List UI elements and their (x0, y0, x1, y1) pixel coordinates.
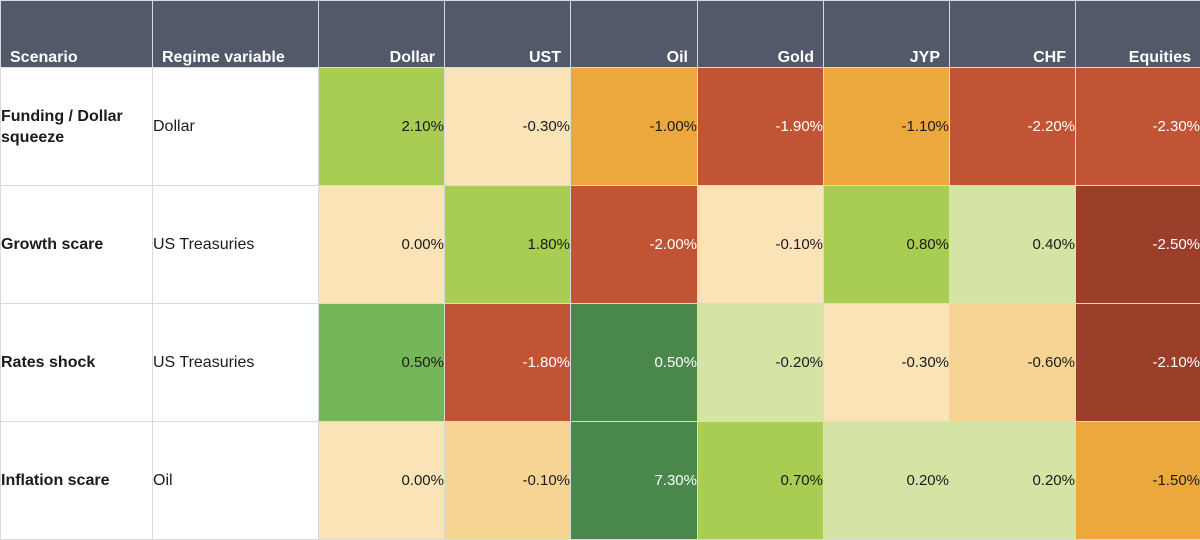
heat-cell: -1.80% (445, 304, 571, 422)
heat-cell: 0.20% (824, 422, 950, 540)
table-row: Funding / Dollar squeeze Dollar 2.10% -0… (1, 68, 1200, 186)
heat-cell: -2.50% (1076, 186, 1200, 304)
header-scenario: Scenario (1, 1, 153, 68)
heat-cell: 0.70% (698, 422, 824, 540)
heat-cell: -0.60% (950, 304, 1076, 422)
scenario-label: Growth scare (1, 186, 153, 304)
heat-cell: -0.10% (698, 186, 824, 304)
heat-cell: 0.00% (319, 422, 445, 540)
header-chf: CHF (950, 1, 1076, 68)
header-dollar: Dollar (319, 1, 445, 68)
table-row: Rates shock US Treasuries 0.50% -1.80% 0… (1, 304, 1200, 422)
header-equities: Equities (1076, 1, 1200, 68)
header-jyp: JYP (824, 1, 950, 68)
regime-label: Oil (153, 422, 319, 540)
table-row: Inflation scare Oil 0.00% -0.10% 7.30% 0… (1, 422, 1200, 540)
heat-cell: -0.20% (698, 304, 824, 422)
regime-label: Dollar (153, 68, 319, 186)
heat-cell: -1.00% (571, 68, 698, 186)
heat-cell: -0.30% (824, 304, 950, 422)
table-row: Growth scare US Treasuries 0.00% 1.80% -… (1, 186, 1200, 304)
heat-cell: 0.40% (950, 186, 1076, 304)
heat-cell: -1.10% (824, 68, 950, 186)
header-row: Scenario Regime variable Dollar UST Oil … (1, 1, 1200, 68)
regime-label: US Treasuries (153, 304, 319, 422)
heat-cell: -1.90% (698, 68, 824, 186)
heat-cell: 0.20% (950, 422, 1076, 540)
heat-cell: 0.50% (571, 304, 698, 422)
heat-cell: -2.20% (950, 68, 1076, 186)
heat-cell: 2.10% (319, 68, 445, 186)
scenario-label: Funding / Dollar squeeze (1, 68, 153, 186)
heat-cell: 7.30% (571, 422, 698, 540)
scenario-label: Rates shock (1, 304, 153, 422)
heat-cell: -2.00% (571, 186, 698, 304)
heat-cell: 0.00% (319, 186, 445, 304)
heat-cell: -2.10% (1076, 304, 1200, 422)
header-gold: Gold (698, 1, 824, 68)
heat-cell: -0.10% (445, 422, 571, 540)
heat-cell: 1.80% (445, 186, 571, 304)
header-ust: UST (445, 1, 571, 68)
heat-cell: 0.80% (824, 186, 950, 304)
heat-cell: -2.30% (1076, 68, 1200, 186)
header-oil: Oil (571, 1, 698, 68)
regime-label: US Treasuries (153, 186, 319, 304)
heat-cell: 0.50% (319, 304, 445, 422)
heat-cell: -1.50% (1076, 422, 1200, 540)
heat-cell: -0.30% (445, 68, 571, 186)
scenario-label: Inflation scare (1, 422, 153, 540)
header-regime-variable: Regime variable (153, 1, 319, 68)
